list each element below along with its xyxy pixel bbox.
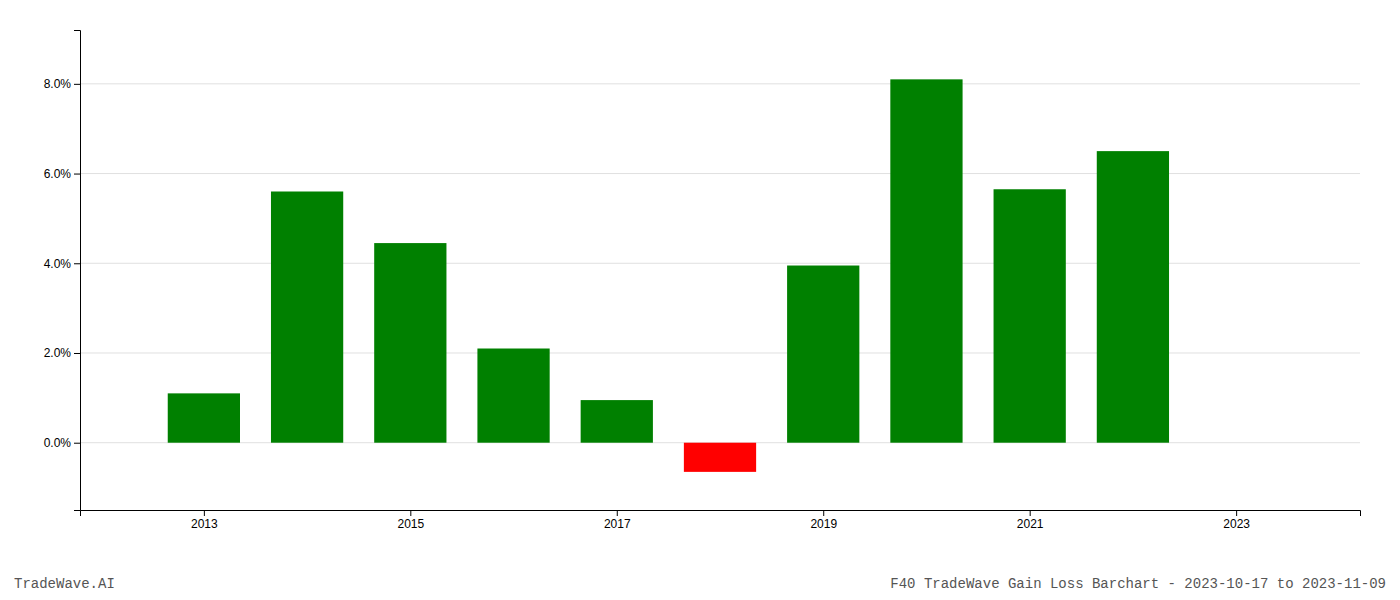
bar	[787, 266, 859, 443]
bar	[890, 79, 962, 442]
x-tick-label: 2019	[810, 517, 837, 531]
bar	[477, 349, 549, 443]
x-tick: 2015	[397, 510, 424, 531]
y-tick-mark	[74, 263, 80, 264]
x-tick: 2013	[191, 510, 218, 531]
y-tick: 8.0%	[44, 77, 80, 91]
grid-line	[80, 83, 1360, 84]
y-tick-mark	[74, 353, 80, 354]
x-tick-label: 2021	[1017, 517, 1044, 531]
x-tick: 2023	[1223, 510, 1250, 531]
title: F40 TradeWave Gain Loss Barchart - 2023-…	[890, 576, 1386, 592]
y-tick-mark	[74, 84, 80, 85]
y-tick-label: 2.0%	[44, 346, 72, 360]
x-axis: 2013 2015 2017 2019 2021 2023	[81, 510, 1361, 531]
bar	[684, 443, 756, 472]
y-tick: 0.0%	[44, 436, 80, 450]
y-tick-label: 6.0%	[44, 167, 72, 181]
bar	[168, 393, 240, 442]
x-tick-mark	[823, 510, 824, 516]
x-tick-label: 2015	[397, 517, 424, 531]
y-axis-line	[74, 31, 81, 511]
bar	[1097, 151, 1169, 443]
x-tick: 2019	[810, 510, 837, 531]
x-tick-mark	[1030, 510, 1031, 516]
y-tick-mark	[74, 443, 80, 444]
x-tick-label: 2017	[604, 517, 631, 531]
x-tick: 2017	[604, 510, 631, 531]
bar	[581, 400, 653, 443]
y-tick-label: 0.0%	[44, 436, 72, 450]
x-tick: 2021	[1017, 510, 1044, 531]
y-tick: 4.0%	[44, 257, 80, 271]
x-axis-line	[81, 511, 1361, 517]
x-tick-mark	[1236, 510, 1237, 516]
chart: 0.0% 2.0% 4.0% 6.0% 8.0% 2013 2015 2017 2019 2021…	[0, 0, 1400, 600]
bar	[374, 243, 446, 443]
y-axis: 0.0% 2.0% 4.0% 6.0% 8.0%	[44, 31, 81, 511]
watermark: TradeWave.AI	[14, 576, 115, 592]
y-tick-label: 8.0%	[44, 77, 72, 91]
y-tick-label: 4.0%	[44, 257, 72, 271]
x-tick-mark	[617, 510, 618, 516]
x-tick-mark	[410, 510, 411, 516]
x-tick-label: 2023	[1223, 517, 1250, 531]
x-tick-label: 2013	[191, 517, 218, 531]
y-tick: 2.0%	[44, 346, 80, 360]
x-tick-mark	[204, 510, 205, 516]
bar	[271, 191, 343, 442]
bars	[168, 79, 1169, 472]
grid	[80, 84, 1360, 443]
y-tick: 6.0%	[44, 167, 80, 181]
bar	[994, 189, 1066, 442]
y-tick-mark	[74, 174, 80, 175]
